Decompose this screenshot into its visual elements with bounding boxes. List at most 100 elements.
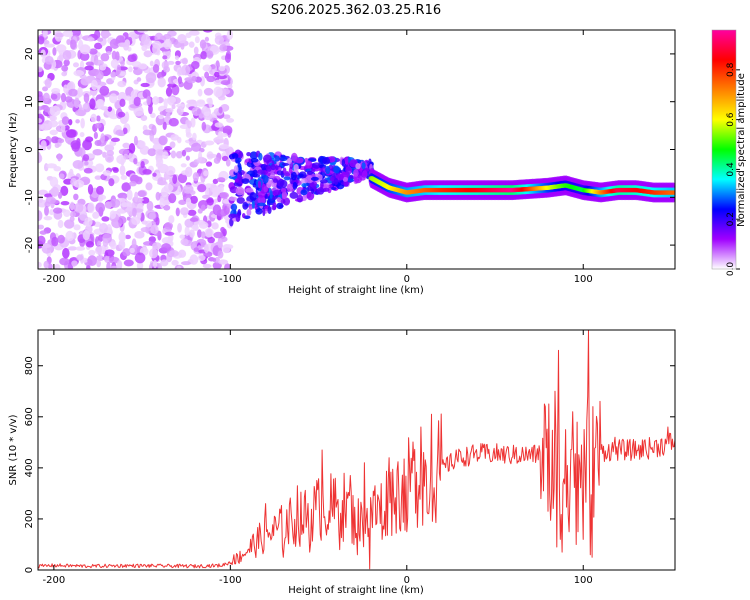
noise-mark — [133, 96, 141, 107]
noise-mark — [60, 123, 66, 133]
noise-mark — [95, 202, 106, 214]
onset-mark — [236, 197, 245, 204]
noise-mark — [140, 160, 145, 169]
noise-mark — [166, 96, 177, 104]
noise-mark — [73, 193, 79, 201]
noise-mark — [157, 180, 168, 186]
noise-mark — [190, 195, 198, 204]
noise-mark — [53, 207, 63, 214]
onset-mark — [353, 175, 363, 184]
onset-mark — [361, 162, 366, 170]
noise-mark — [112, 167, 119, 173]
onset-mark — [257, 169, 264, 175]
onset-mark — [241, 213, 246, 219]
noise-mark — [134, 231, 145, 239]
noise-mark — [152, 172, 157, 177]
noise-mark — [170, 134, 180, 141]
spectrogram-ylabel: Frequency (Hz) — [8, 112, 19, 188]
noise-mark — [40, 140, 47, 150]
noise-mark — [159, 197, 165, 209]
noise-mark — [134, 252, 146, 264]
noise-mark — [95, 70, 104, 81]
onset-mark — [286, 157, 293, 165]
noise-mark — [181, 57, 188, 65]
snr-frame — [37, 329, 676, 571]
noise-mark — [82, 154, 90, 162]
noise-mark — [171, 259, 179, 266]
noise-mark — [200, 204, 206, 211]
noise-mark — [38, 224, 45, 230]
colorbar: 0.00.20.40.60.8 Normalized spectral ampl… — [711, 29, 747, 276]
onset-mark — [333, 165, 340, 174]
onset-mark — [257, 195, 266, 205]
noise-mark — [146, 200, 154, 212]
noise-mark — [120, 175, 128, 180]
spectrogram-ytick-label: 20 — [24, 48, 35, 61]
noise-mark — [175, 150, 183, 159]
onset-mark — [345, 166, 352, 175]
noise-mark — [57, 191, 63, 199]
noise-mark — [71, 260, 78, 267]
noise-mark — [111, 50, 117, 61]
noise-mark — [94, 30, 101, 40]
noise-mark — [57, 234, 65, 244]
noise-mark — [187, 209, 197, 216]
spectrogram-ytick-label: 0 — [24, 146, 35, 152]
noise-mark — [163, 39, 172, 50]
noise-mark — [73, 202, 84, 213]
noise-mark — [172, 174, 178, 185]
onset-mark — [305, 175, 314, 184]
noise-mark — [62, 50, 72, 61]
onset-mark — [322, 157, 331, 165]
noise-mark — [165, 107, 174, 113]
noise-mark — [52, 47, 57, 56]
noise-mark — [38, 66, 43, 73]
noise-mark — [102, 238, 109, 247]
noise-mark — [61, 116, 70, 125]
noise-mark — [118, 231, 126, 243]
noise-mark — [97, 37, 104, 42]
noise-mark — [197, 219, 206, 226]
noise-mark — [92, 211, 100, 219]
noise-mark — [109, 38, 120, 49]
noise-mark — [141, 220, 148, 225]
noise-mark — [152, 43, 160, 55]
spectrogram-xtick-label: 0 — [404, 274, 410, 285]
noise-mark — [123, 259, 134, 267]
onset-mark — [279, 179, 288, 188]
onset-mark — [355, 162, 361, 170]
noise-mark — [65, 129, 77, 138]
noise-mark — [109, 113, 119, 120]
onset-mark — [353, 169, 359, 178]
noise-mark — [69, 39, 77, 50]
noise-mark — [110, 137, 120, 143]
noise-mark — [145, 72, 157, 84]
noise-mark — [60, 185, 69, 196]
onset-mark — [266, 165, 272, 172]
noise-mark — [119, 165, 126, 176]
spectrogram-xtick-label: 100 — [574, 274, 593, 285]
noise-mark — [214, 71, 220, 78]
colorbar-gradient — [712, 30, 736, 269]
noise-mark — [188, 229, 195, 238]
noise-mark — [87, 202, 95, 214]
noise-mark — [43, 260, 49, 269]
noise-mark — [163, 98, 168, 109]
noise-mark — [224, 263, 231, 269]
noise-mark — [218, 259, 229, 265]
noise-mark — [177, 34, 187, 44]
noise-mark — [191, 142, 202, 152]
colorbar-tick-label: 0.4 — [726, 162, 736, 177]
noise-mark — [78, 39, 84, 51]
noise-mark — [69, 211, 77, 218]
noise-mark — [109, 210, 117, 220]
noise-mark — [184, 147, 193, 153]
noise-mark — [120, 202, 129, 208]
noise-mark — [84, 65, 94, 71]
onset-mark — [317, 174, 323, 181]
noise-mark — [123, 153, 129, 160]
noise-mark — [157, 77, 166, 88]
noise-mark — [106, 149, 114, 157]
onset-mark — [323, 187, 330, 192]
